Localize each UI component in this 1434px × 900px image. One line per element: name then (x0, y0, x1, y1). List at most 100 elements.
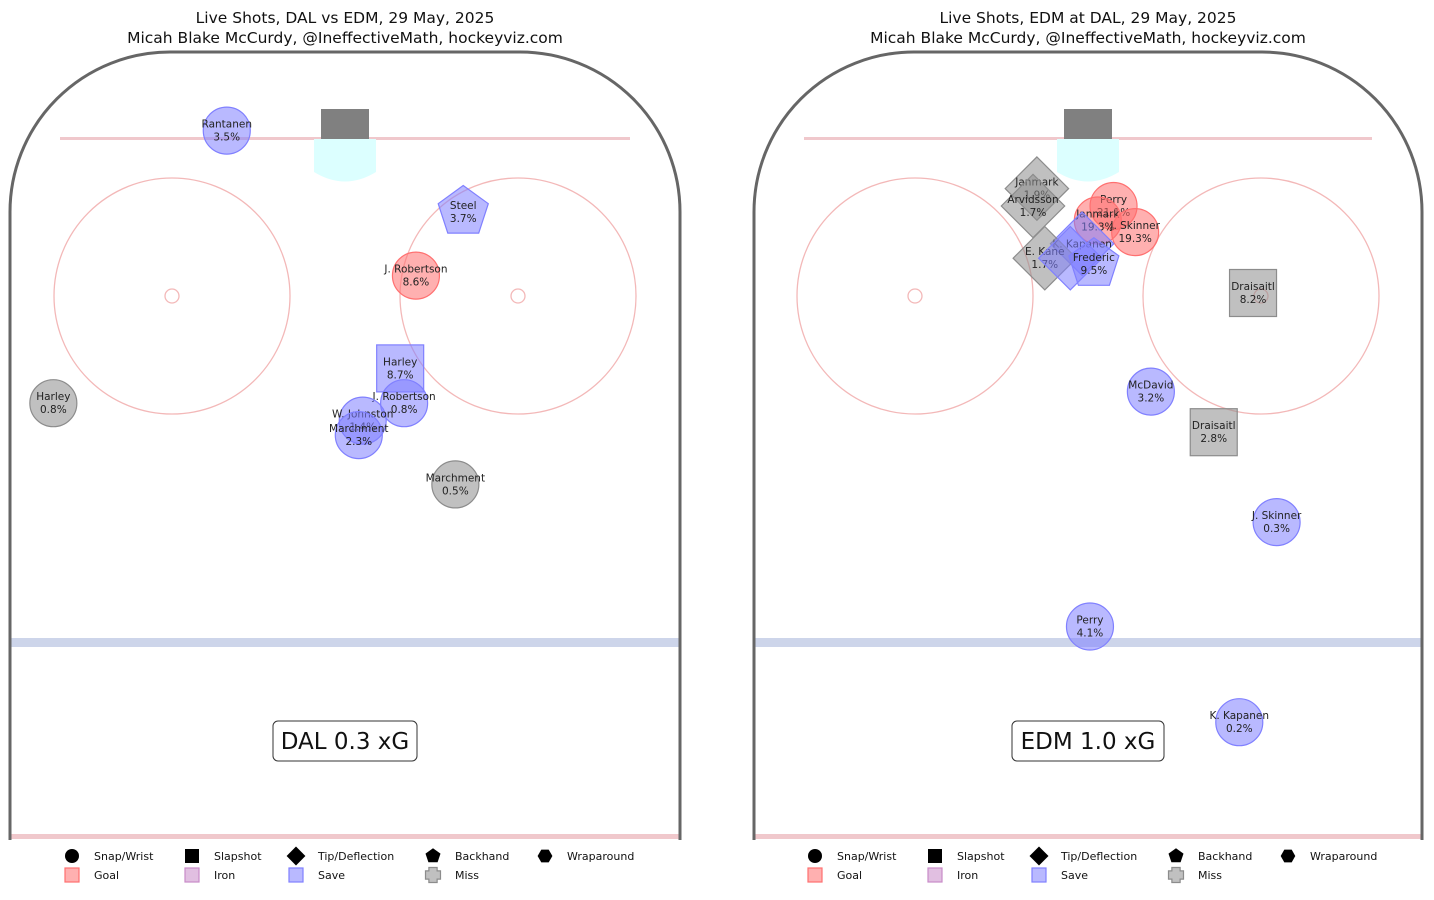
shot-goal-snap (1111, 208, 1160, 257)
shot-player-label: J. Skinner (1251, 510, 1302, 522)
legend-label: Slapshot (214, 850, 262, 863)
shot-player-label: Draisaitl (1192, 420, 1236, 432)
shot-player-label: Marchment (329, 423, 388, 435)
shot-map-dal: Live Shots, DAL vs EDM, 29 May, 2025 Mic… (8, 9, 682, 884)
goal-crease (1057, 139, 1119, 182)
shot-save-backhand (1068, 236, 1120, 286)
chart-subtitle: Micah Blake McCurdy, @IneffectiveMath, h… (127, 29, 563, 47)
shot-save-backhand (437, 184, 490, 234)
legend-item-tip: Tip/Deflection (286, 846, 394, 866)
shot-player-label: J. Robertson (383, 264, 447, 276)
legend-slap-icon (185, 849, 199, 863)
shot-save-snap (202, 106, 251, 155)
xg-label: DAL 0.3 xG (281, 729, 410, 755)
faceoff-dot (164, 288, 180, 304)
shot-xg-label: 4.1% (1077, 628, 1104, 640)
legend-wrap-icon (537, 849, 553, 863)
legend-label: Tip/Deflection (1060, 850, 1137, 863)
shot-xg-label: 2.8% (1200, 433, 1227, 445)
legend-item-wrap: Wraparound (537, 849, 634, 863)
shot-xg-label: 2.3% (345, 436, 372, 448)
shot-player-label: Arvidsson (1007, 194, 1058, 206)
shot-xg-label: 0.5% (442, 485, 469, 497)
legend-iron-icon (927, 867, 943, 883)
shot-miss-snap (431, 460, 480, 509)
legend-slap-icon (928, 849, 942, 863)
shot-xg-label: 3.2% (1138, 393, 1165, 405)
legend-backhand-icon (1168, 848, 1184, 863)
legend-goal-icon (64, 867, 80, 883)
shot-xg-label: 0.8% (40, 404, 67, 416)
shot-save-snap (1215, 698, 1264, 747)
shot-miss-snap (29, 379, 78, 428)
legend-backhand-icon (425, 848, 441, 863)
legend-label: Snap/Wrist (837, 850, 897, 863)
legend-item-goal: Goal (64, 867, 119, 883)
legend-label: Wraparound (567, 850, 634, 863)
shot-player-label: Rantanen (202, 119, 252, 131)
legend-goal-icon (807, 867, 823, 883)
shot-player-label: J. Robertson (372, 391, 436, 403)
xg-label: EDM 1.0 xG (1021, 729, 1156, 755)
blue-line (10, 638, 680, 647)
shot-player-label: Marchment (426, 472, 485, 484)
shot-player-label: Frederic (1073, 252, 1115, 264)
legend-label: Wraparound (1310, 850, 1377, 863)
legend-item-save: Save (1031, 867, 1088, 883)
legend-item-iron: Iron (184, 867, 235, 883)
legend-snap-icon (65, 849, 79, 863)
legend: Snap/Wrist Slapshot Tip/Deflection Backhand… (64, 846, 634, 884)
legend-label: Snap/Wrist (94, 850, 154, 863)
goal-net (321, 109, 369, 139)
shot-xg-label: 8.2% (1240, 294, 1267, 306)
shot-player-label: Harley (36, 391, 70, 403)
legend-label: Miss (455, 869, 479, 882)
legend-item-iron: Iron (927, 867, 978, 883)
legend-wrap-icon (1280, 849, 1296, 863)
legend-item-snap: Snap/Wrist (808, 849, 897, 863)
legend-label: Save (318, 869, 345, 882)
legend-label: Goal (94, 869, 119, 882)
legend-item-backhand: Backhand (425, 848, 509, 863)
legend-tip-icon (1029, 846, 1049, 866)
legend-label: Tip/Deflection (317, 850, 394, 863)
legend: Snap/Wrist Slapshot Tip/Deflection Backhand… (807, 846, 1377, 884)
legend-save-icon (288, 867, 304, 883)
shot-xg-label: 1.7% (1020, 207, 1047, 219)
shot-player-label: J. Skinner (1109, 220, 1160, 232)
shot-save-snap (1065, 602, 1115, 651)
legend-item-wrap: Wraparound (1280, 849, 1377, 863)
shot-xg-label: 0.8% (391, 404, 418, 416)
shot-xg-label: 9.5% (1081, 265, 1108, 277)
faceoff-circle-right (399, 177, 637, 415)
faceoff-circle-right (1142, 177, 1380, 415)
shot-player-label: Draisaitl (1231, 281, 1275, 293)
legend-label: Slapshot (957, 850, 1005, 863)
legend-save-icon (1031, 867, 1047, 883)
legend-item-miss: Miss (424, 866, 479, 884)
boards (752, 50, 1424, 840)
faceoff-circle-left (796, 177, 1034, 415)
shot-player-label: K. Kapanen (1209, 710, 1269, 722)
legend-label: Save (1061, 869, 1088, 882)
faceoff-circle-left (53, 177, 291, 415)
legend-miss-icon (1167, 866, 1185, 884)
shots: Janmark1.9%Arvidsson1.7%Perry21.1%Janmar… (1000, 156, 1302, 747)
legend-label: Miss (1198, 869, 1222, 882)
faceoff-dot (510, 288, 526, 304)
legend-snap-icon (808, 849, 822, 863)
shot-xg-label: 8.6% (403, 277, 430, 289)
